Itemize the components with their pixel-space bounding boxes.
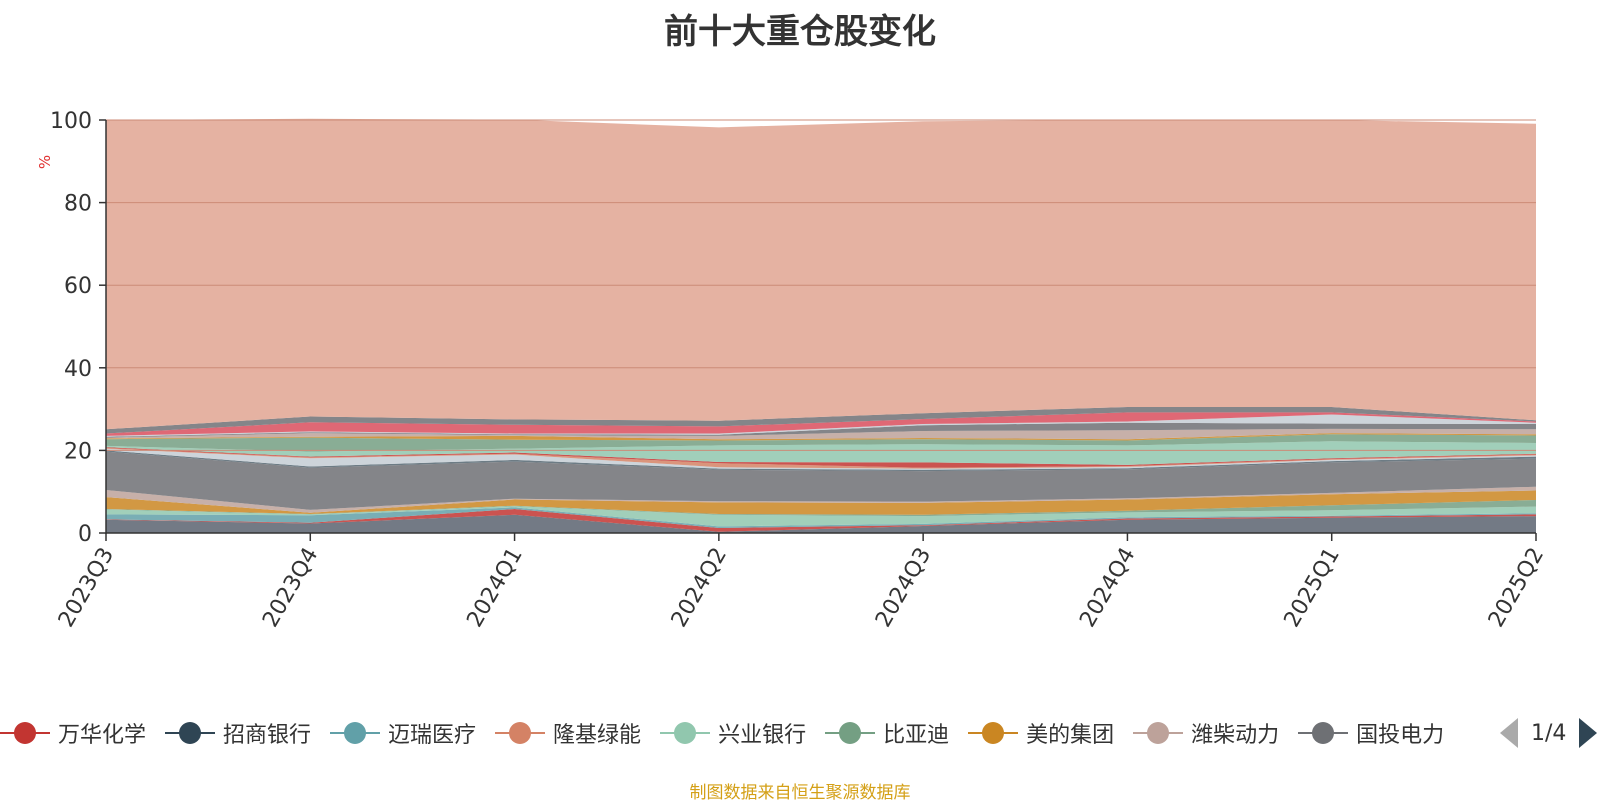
stacked-areas [106,118,1536,533]
legend-page-indicator: 1/4 [1531,720,1567,746]
y-tick-label: 80 [64,192,92,217]
legend-swatch-icon [165,719,216,747]
legend-item[interactable]: 国投电力 [1298,716,1444,750]
x-tick-label: 2025Q2 [1484,544,1549,632]
legend-next-page-icon[interactable] [1579,718,1598,748]
x-tick-label: 2024Q2 [667,544,732,632]
legend-item[interactable]: 迈瑞医疗 [330,716,476,750]
y-tick-label: 40 [64,357,92,382]
legend-item[interactable]: 兴业银行 [660,716,806,750]
area-series-4 [106,500,1536,517]
x-tick-label: 2025Q1 [1280,544,1345,632]
area-series-17 [106,414,1536,437]
legend-label: 潍柴动力 [1191,723,1280,748]
y-axis-label: % [36,155,54,169]
legend-swatch-icon [660,719,711,747]
area-series-19 [106,407,1536,434]
chart-title: 前十大重仓股变化 [664,12,936,52]
legend-swatch-icon [968,719,1019,747]
y-tick-label: 20 [64,439,92,464]
area-series-9 [106,448,1536,470]
legend-item[interactable]: 万华化学 [0,716,146,750]
gridlines [106,119,1536,451]
legend-item[interactable]: 隆基绿能 [495,716,641,750]
legend-pagination: 1/4 [1500,716,1598,750]
x-tick-label: 2024Q4 [1075,544,1140,632]
legend-label: 比亚迪 [883,723,950,748]
legend-swatch-icon [1133,719,1184,747]
legend-label: 隆基绿能 [553,723,642,748]
legend-swatch-icon [1298,719,1349,747]
x-tick-label: 2024Q3 [871,544,936,632]
legend-label: 招商银行 [223,723,312,748]
legend-label: 美的集团 [1026,723,1115,748]
legend-label: 国投电力 [1356,723,1445,748]
x-tick-label: 2023Q3 [54,544,119,632]
area-series-15 [106,428,1536,440]
area-series-1 [106,509,1536,532]
area-series-12 [106,441,1536,465]
legend-prev-page-icon[interactable] [1500,718,1518,748]
legend: 万华化学 招商银行 迈瑞医疗 隆基绿能 兴业银行 比亚迪 美的集团 潍柴动力 国投电力 [0,716,1490,750]
y-tick-label: 0 [78,522,92,547]
area-series-0 [106,514,1536,533]
legend-label: 万华化学 [58,723,147,748]
legend-swatch-icon [330,719,381,747]
area-series-11 [106,447,1536,468]
legend-item[interactable]: 比亚迪 [825,716,949,750]
y-axis: 0 20 40 60 80 100 [50,109,107,547]
source-note: 制图数据来自恒生聚源数据库 [689,783,911,803]
area-series-13 [106,434,1536,452]
x-tick-label: 2023Q4 [258,544,323,632]
area-series-14 [106,433,1536,441]
x-axis: 2023Q3 2023Q4 2024Q1 2024Q2 2024Q3 2024Q4 2025… [54,532,1549,632]
legend-swatch-icon [495,719,546,747]
legend-swatch-icon [825,719,876,747]
legend-swatch-icon [0,719,50,747]
legend-item[interactable]: 美的集团 [968,716,1114,750]
legend-item[interactable]: 潍柴动力 [1133,716,1279,750]
area-series-3 [106,506,1536,527]
x-tick-label: 2024Q1 [462,544,527,632]
area-series-16 [106,422,1536,438]
y-tick-label: 60 [64,274,92,299]
legend-label: 迈瑞医疗 [388,723,477,748]
area-series-7 [106,451,1536,510]
legend-label: 兴业银行 [718,723,807,748]
y-tick-label: 100 [50,109,92,134]
area-series-18 [106,412,1536,436]
area-series-20 [106,118,1536,430]
legend-item[interactable]: 招商银行 [165,716,311,750]
